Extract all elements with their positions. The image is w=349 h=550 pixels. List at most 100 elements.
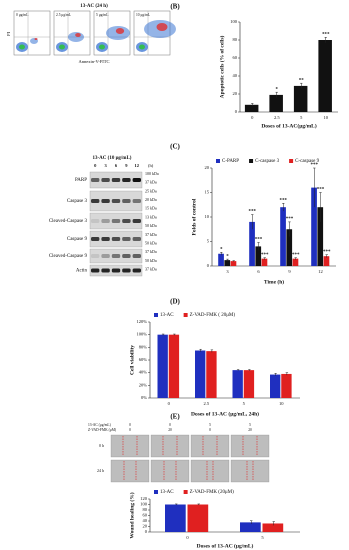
legend-swatch <box>183 313 188 317</box>
wound-image <box>190 434 230 458</box>
bar <box>244 104 259 112</box>
significance: *** <box>322 32 330 37</box>
error-bar <box>285 372 289 376</box>
blot-band <box>111 237 121 241</box>
x-tick-label: 3 <box>226 269 229 274</box>
y-tick-label: 10 <box>205 214 210 219</box>
blot-band <box>91 199 100 203</box>
significance: * <box>276 87 279 92</box>
y-tick-label: 15 <box>205 190 210 195</box>
blot-marker: 50 kDa <box>145 258 157 263</box>
blot-band <box>132 219 141 223</box>
y-tick-label: 0 <box>207 263 210 268</box>
blot-band <box>101 237 110 241</box>
wound-header: 5 <box>249 423 251 427</box>
legend-label: 13-AC <box>160 490 174 495</box>
wound-header: 20 <box>168 428 172 432</box>
flow-y-label: PI <box>6 32 11 37</box>
significance: *** <box>286 217 294 222</box>
y-tick-label: 20 <box>233 91 238 96</box>
x-tick-label: 12 <box>318 269 323 274</box>
bar <box>157 334 168 398</box>
wound-image <box>110 459 150 483</box>
x-axis-label: Time (h) <box>264 278 284 285</box>
bar <box>224 260 231 266</box>
significance: *** <box>280 198 288 203</box>
error-bar <box>175 503 178 506</box>
panel-label: (B) <box>170 3 180 11</box>
bar <box>195 350 206 398</box>
bar <box>270 374 281 398</box>
x-tick-label: 5 <box>243 401 246 406</box>
bar <box>286 229 293 266</box>
error-bar <box>263 257 266 260</box>
bar <box>218 253 224 266</box>
wound-header: 0 <box>169 423 171 427</box>
bar <box>240 522 261 532</box>
bar <box>261 258 268 266</box>
wound-row-label: 0 h <box>99 443 104 448</box>
flow-plot-label: 5 μg/mL <box>96 13 108 17</box>
bar <box>292 258 299 266</box>
bar <box>323 256 330 266</box>
blot-band <box>132 268 141 273</box>
flow-cloud <box>19 44 25 50</box>
blot-band <box>122 237 131 241</box>
y-tick-label: 100 <box>140 502 148 507</box>
blot-marker: 15 kDa <box>145 206 157 211</box>
blot-row-label: PARP <box>75 178 87 183</box>
x-tick-label: 10 <box>324 115 329 120</box>
y-tick-label: 20 <box>205 165 210 170</box>
error-bar <box>199 348 202 352</box>
x-tick-label: 6 <box>257 269 260 274</box>
blot-band <box>132 237 141 241</box>
error-bar <box>272 521 275 526</box>
significance: ** <box>299 78 305 83</box>
wound-header: Z-VAD-FMK (μM) <box>88 428 117 432</box>
legend-label: Z-VAD-FMK (20μM) <box>190 490 234 495</box>
significance: *** <box>317 188 325 193</box>
x-tick-label: 0 <box>168 401 171 406</box>
blot-band <box>91 268 100 273</box>
blot-band <box>132 199 141 203</box>
error-bar <box>210 349 214 353</box>
wound-image <box>150 434 190 458</box>
error-bar <box>251 214 254 230</box>
significance: *** <box>255 238 263 243</box>
flow-cloud <box>115 28 125 34</box>
blot-band <box>101 178 110 182</box>
bar <box>206 351 217 398</box>
blot-band <box>122 178 131 182</box>
flow-x-label: Annexin-V-FITC <box>78 59 109 64</box>
blot-marker: 50 kDa <box>145 241 157 246</box>
error-bar <box>324 37 327 43</box>
legend-swatch <box>183 490 188 494</box>
bar <box>243 370 255 398</box>
bar <box>262 523 284 532</box>
blot-time: 6 <box>115 163 118 168</box>
x-tick-label: 10 <box>279 401 284 406</box>
blot-row-label: Actin <box>76 269 88 274</box>
y-tick-label: 120 <box>140 496 148 501</box>
error-bar <box>319 192 322 222</box>
legend-swatch <box>154 490 158 494</box>
blot-band <box>111 254 121 258</box>
error-bar <box>220 252 223 256</box>
y-tick-label: 100% <box>137 332 148 337</box>
flow-title: 13-AC (24 h) <box>80 4 108 9</box>
panel-label: (D) <box>170 298 180 306</box>
blot-band <box>101 254 110 258</box>
blot-marker: 50 kDa <box>145 223 157 228</box>
error-bar <box>161 333 165 336</box>
blot-band <box>111 268 121 273</box>
error-bar <box>282 203 285 212</box>
error-bar <box>313 167 316 208</box>
y-axis-label: Wound healing (%) <box>128 492 135 538</box>
flow-cloud <box>99 44 105 50</box>
y-axis-label: Cell viability <box>129 345 135 375</box>
legend-swatch <box>216 159 220 163</box>
flow-cloud <box>75 33 81 37</box>
y-tick-label: 80% <box>139 344 148 349</box>
y-axis-label: Folds of control <box>191 198 197 235</box>
flow-plot-label: 10 μg/mL <box>136 13 150 17</box>
